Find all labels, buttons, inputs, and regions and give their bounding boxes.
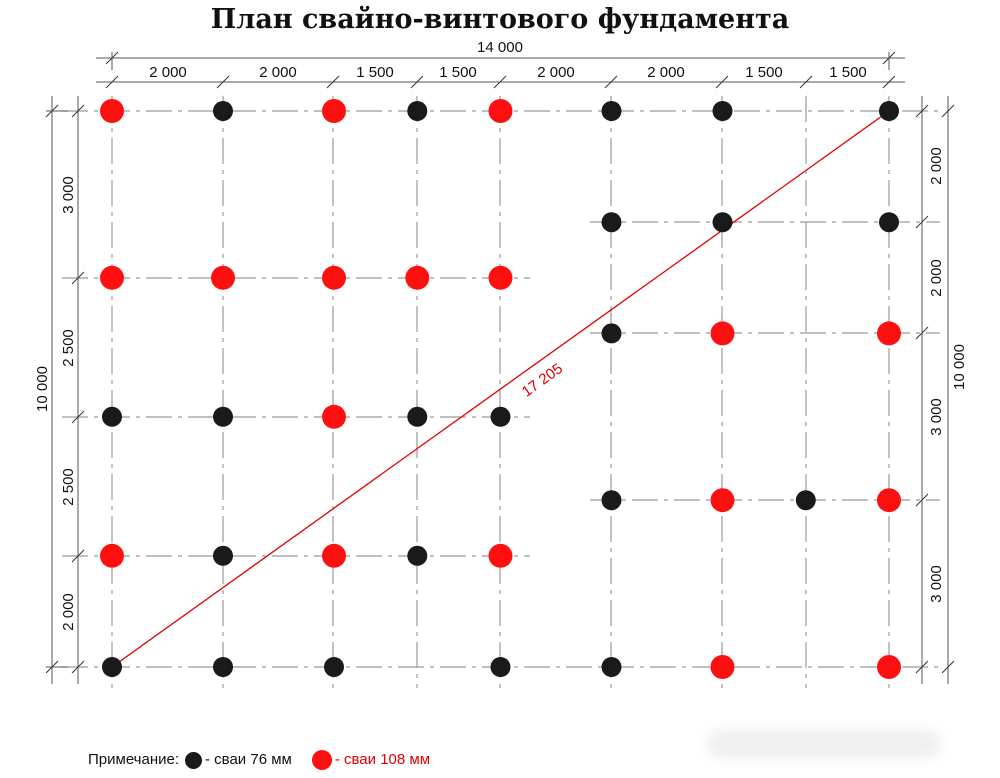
watermark-blur	[706, 730, 942, 758]
pile-76mm	[712, 212, 733, 233]
piles	[100, 99, 901, 679]
dim-right-4: 3 000	[928, 565, 945, 603]
pile-76mm	[490, 406, 511, 427]
dim-right-3: 3 000	[928, 398, 945, 436]
dim-left-4: 2 000	[60, 593, 77, 631]
pile-108mm	[710, 488, 735, 513]
pile-76mm	[407, 101, 428, 121]
pile-76mm	[795, 490, 816, 511]
dim-left-1: 3 000	[60, 176, 77, 214]
pile-76mm	[712, 101, 733, 121]
pile-76mm	[601, 101, 622, 121]
dim-left-total: 10 000	[34, 366, 51, 412]
pile-108mm	[877, 321, 901, 346]
dim-top-1: 2 000	[149, 64, 187, 81]
pile-76mm	[601, 323, 622, 344]
diagonal-label: 17 205	[519, 360, 566, 401]
pile-108mm	[100, 543, 124, 568]
pile-108mm	[877, 655, 901, 679]
pile-108mm	[488, 265, 513, 290]
dim-right-1: 2 000	[928, 147, 945, 185]
dim-left-2: 2 500	[60, 329, 77, 367]
pile-76mm	[879, 101, 899, 121]
pile-108mm	[322, 404, 346, 429]
diagonal-line	[111, 110, 890, 668]
pile-108mm	[710, 655, 735, 679]
legend-black-label: - сваи 76 мм	[205, 751, 292, 768]
pile-76mm	[213, 657, 233, 677]
legend: Примечание: - сваи 76 мм - сваи 108 мм	[88, 749, 430, 771]
pile-76mm	[407, 545, 428, 566]
dim-top-6: 2 000	[647, 64, 685, 81]
pile-76mm	[213, 545, 233, 566]
pile-108mm	[100, 99, 124, 123]
pile-108mm	[710, 321, 735, 346]
legend-black-dot	[185, 751, 202, 769]
dim-top-7: 1 500	[745, 64, 783, 81]
dim-right-2: 2 000	[928, 259, 945, 297]
legend-prefix: Примечание:	[88, 751, 179, 768]
dim-right-total: 10 000	[951, 344, 968, 390]
pile-108mm	[322, 265, 346, 290]
pile-108mm	[488, 99, 513, 123]
legend-red-label: - сваи 108 мм	[334, 751, 431, 768]
dimension-lines	[45, 51, 955, 684]
pile-76mm	[601, 490, 622, 511]
pile-76mm	[213, 101, 233, 121]
legend-red-dot	[311, 750, 332, 770]
pile-76mm	[490, 657, 511, 677]
pile-76mm	[879, 212, 899, 233]
dim-top-8: 1 500	[829, 64, 867, 81]
grid-lines	[62, 96, 940, 688]
pile-108mm	[877, 488, 901, 513]
pile-108mm	[488, 543, 513, 568]
dim-total-width: 14 000	[477, 39, 523, 56]
dim-top-2: 2 000	[259, 64, 297, 81]
pile-76mm	[102, 657, 122, 677]
dim-left-3: 2 500	[60, 468, 77, 506]
dim-top-3: 1 500	[356, 64, 394, 81]
page-title: План свайно-винтового фундамента	[210, 4, 790, 35]
pile-76mm	[601, 212, 622, 233]
pile-108mm	[322, 99, 346, 123]
pile-76mm	[601, 657, 622, 677]
pile-108mm	[100, 265, 124, 290]
pile-76mm	[324, 657, 344, 677]
pile-108mm	[211, 265, 235, 290]
pile-76mm	[102, 406, 122, 427]
pile-76mm	[407, 406, 428, 427]
dim-top-4: 1 500	[439, 64, 477, 81]
pile-108mm	[405, 265, 430, 290]
dim-top-5: 2 000	[537, 64, 575, 81]
pile-76mm	[213, 406, 233, 427]
pile-108mm	[322, 543, 346, 568]
